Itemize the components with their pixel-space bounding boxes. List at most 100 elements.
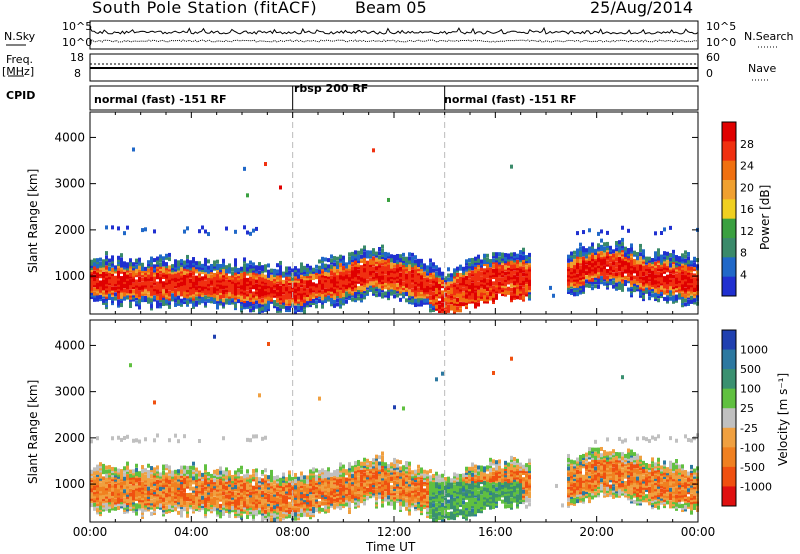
range-cell	[567, 258, 570, 263]
range-cell	[264, 289, 267, 294]
range-cell	[321, 302, 324, 307]
range-cell	[183, 486, 186, 491]
range-cell	[156, 494, 159, 499]
cpid-segment-2: rbsp 200 RF	[294, 82, 369, 95]
range-cell	[495, 289, 498, 294]
range-cell	[261, 267, 264, 272]
range-cell	[642, 284, 645, 289]
range-cell	[288, 274, 291, 279]
range-cell	[132, 285, 135, 290]
range-cell	[102, 497, 105, 502]
range-cell	[675, 261, 678, 266]
range-cell	[480, 288, 483, 293]
range-cell	[483, 255, 486, 260]
range-cell	[348, 256, 351, 261]
range-cell	[276, 271, 279, 276]
range-cell	[90, 478, 93, 483]
range-cell	[297, 305, 300, 310]
range-cell	[210, 500, 213, 505]
range-cell	[462, 283, 465, 288]
range-cell	[396, 266, 399, 271]
range-cell	[465, 265, 468, 270]
range-cell	[258, 495, 261, 500]
range-cell	[243, 282, 246, 287]
range-cell	[516, 282, 519, 287]
range-cell	[153, 295, 156, 300]
range-cell	[168, 492, 171, 497]
range-cell	[99, 267, 102, 272]
range-cell	[210, 492, 213, 497]
range-cell	[99, 510, 102, 515]
range-cell	[513, 262, 516, 267]
range-cell	[138, 305, 141, 310]
noise-search-line	[89, 39, 699, 43]
range-cell	[174, 275, 177, 280]
range-cell	[678, 285, 681, 290]
range-cell	[204, 262, 207, 267]
range-cell	[204, 272, 207, 277]
range-cell	[402, 265, 405, 270]
range-cell	[237, 476, 240, 481]
range-cell	[237, 493, 240, 498]
range-cell	[642, 282, 645, 287]
range-cell	[618, 275, 621, 280]
range-cell	[663, 267, 666, 272]
range-cell	[426, 267, 429, 272]
range-cell	[225, 288, 228, 293]
range-cell	[162, 266, 165, 271]
range-cell	[159, 489, 162, 494]
range-cell	[444, 309, 447, 314]
range-cell	[159, 503, 162, 508]
range-cell	[207, 494, 210, 499]
range-cell	[312, 298, 315, 303]
range-cell	[321, 281, 324, 286]
range-cell	[237, 284, 240, 289]
range-cell	[675, 255, 678, 260]
range-cell	[117, 481, 120, 486]
range-cell	[444, 280, 447, 285]
range-cell	[417, 283, 420, 288]
range-cell	[645, 287, 648, 292]
range-speck	[387, 197, 390, 202]
range-cell	[165, 276, 168, 281]
range-cell	[309, 274, 312, 279]
range-cell	[339, 304, 342, 309]
range-cell	[159, 266, 162, 271]
range-cell	[213, 266, 216, 271]
range-cell	[261, 515, 264, 520]
range-cell	[492, 254, 495, 259]
range-cell	[135, 289, 138, 294]
range-cell	[606, 246, 609, 251]
range-cell	[270, 287, 273, 292]
range-cell	[378, 263, 381, 268]
range-cell	[267, 502, 270, 507]
range-cell	[141, 273, 144, 278]
range-cell	[660, 279, 663, 284]
range-cell	[507, 280, 510, 285]
range-cell	[261, 482, 264, 487]
colorbar-tick-label: 20	[740, 181, 754, 194]
range-cell	[363, 253, 366, 258]
range-cell-upper	[582, 230, 585, 235]
range-cell	[609, 247, 612, 252]
range-cell	[138, 270, 141, 275]
range-cell	[657, 273, 660, 278]
range-cell	[111, 487, 114, 492]
range-cell	[684, 298, 687, 303]
range-cell	[300, 304, 303, 309]
range-cell	[174, 265, 177, 270]
range-cell	[417, 294, 420, 299]
range-cell	[390, 268, 393, 273]
range-cell	[438, 271, 441, 276]
range-cell	[630, 251, 633, 256]
range-cell	[594, 257, 597, 262]
range-cell	[96, 487, 99, 492]
range-cell	[273, 490, 276, 495]
range-cell	[441, 282, 444, 287]
range-cell	[177, 262, 180, 267]
range-cell	[294, 293, 297, 298]
range-cell	[102, 505, 105, 510]
range-cell	[249, 503, 252, 508]
range-cell	[576, 283, 579, 288]
range-cell	[381, 254, 384, 259]
